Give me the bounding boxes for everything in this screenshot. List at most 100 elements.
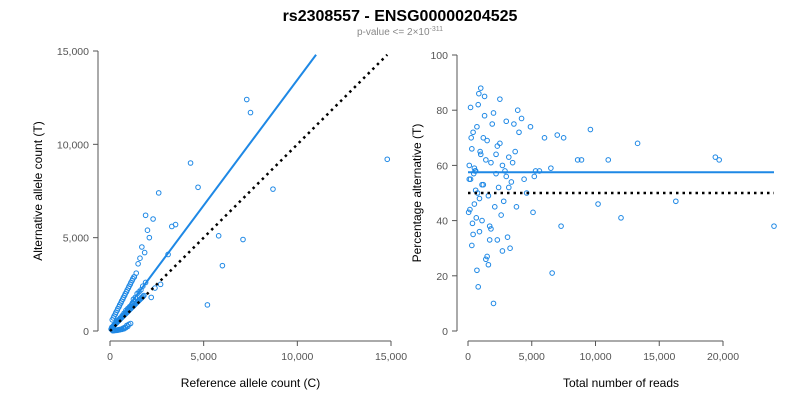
right-data-point [634, 140, 641, 147]
right-data-point [491, 204, 498, 210]
right-data-point [479, 217, 485, 224]
right-data-point [483, 157, 489, 163]
right-data-point [549, 270, 555, 276]
right-data-point [506, 154, 512, 160]
right-data-point [507, 245, 513, 251]
right-data-point [509, 159, 516, 166]
left-data-point [243, 96, 250, 103]
right-data-point [521, 176, 527, 182]
right-data-point [673, 198, 679, 205]
right-data-point [477, 148, 483, 155]
right-data-point [465, 209, 472, 216]
right-data-point [477, 151, 484, 158]
left-data-point [137, 255, 143, 262]
right-data-point [548, 165, 554, 171]
left-x-tick-label: 5,000 [191, 351, 217, 363]
right-data-point [531, 173, 538, 180]
right-data-point [514, 107, 521, 113]
left-data-point [204, 302, 211, 308]
right-data-point [466, 176, 473, 182]
left-data-point [146, 234, 153, 241]
right-y-tick-label: 40 [436, 216, 448, 228]
right-data-point [471, 165, 478, 171]
right-data-point [512, 148, 518, 155]
left-x-tick-label: 0 [107, 351, 113, 363]
left-x-tick-label: 10,000 [281, 351, 313, 363]
right-data-point [530, 209, 536, 216]
right-data-point [476, 228, 483, 235]
right-data-point [506, 184, 512, 191]
right-data-point [485, 261, 492, 268]
left-data-point [270, 186, 276, 192]
right-data-point [467, 206, 473, 213]
right-data-point [554, 132, 561, 138]
right-data-point [486, 237, 493, 243]
left-data-point [150, 216, 156, 222]
right-data-point [558, 223, 564, 229]
right-data-point [587, 126, 594, 133]
right-x-axis-label: Total number of reads [563, 376, 679, 390]
left-data-point [113, 327, 120, 334]
left-y-tick-label: 15,000 [57, 46, 89, 58]
right-data-point [494, 237, 501, 243]
right-data-point [499, 162, 506, 169]
right-data-point [469, 242, 475, 249]
left-data-point [148, 294, 155, 301]
right-data-point [481, 112, 488, 119]
left-data-point [240, 236, 246, 243]
right-data-point [716, 157, 722, 163]
right-data-point [771, 223, 777, 229]
right-data-point [469, 146, 475, 152]
left-y-axis-label: Alternative allele count (T) [31, 121, 45, 260]
right-data-point [504, 234, 511, 240]
left-reference-line [109, 53, 389, 332]
left-x-axis-label: Reference allele count (C) [181, 376, 320, 390]
left-data-point [141, 249, 148, 256]
left-data-point [131, 274, 137, 280]
right-data-point [479, 181, 485, 188]
left-data-point [155, 190, 162, 196]
right-scatter-panel: 0 5,000 10,000 15,000 20,000 0 20 40 60 80 100 Tota… [410, 50, 777, 390]
left-data-point [139, 244, 145, 250]
right-data-point [578, 157, 585, 163]
right-data-point [560, 135, 567, 141]
subtitle-exponent: -311 [430, 26, 444, 33]
left-data-point [195, 184, 201, 191]
right-data-point [488, 159, 494, 166]
right-y-axis-label: Percentage alternative (T) [410, 124, 424, 263]
right-data-point [498, 212, 504, 218]
left-fit-line [109, 54, 317, 332]
right-data-point [490, 110, 497, 116]
subtitle-prefix: p-value <= 2×10 [357, 27, 430, 38]
left-data-point [169, 223, 175, 230]
right-data-point [489, 121, 496, 127]
right-data-point [483, 256, 489, 263]
right-x-tick-label: 20,000 [707, 351, 739, 363]
right-data-point [480, 135, 487, 141]
right-data-point [476, 90, 482, 97]
right-data-point [474, 267, 480, 274]
right-data-point [503, 173, 510, 180]
right-data-point [486, 223, 493, 229]
right-data-point [513, 204, 520, 210]
right-data-point [508, 179, 515, 185]
left-data-point [135, 261, 141, 267]
left-data-point [219, 262, 226, 269]
right-data-point [488, 226, 494, 232]
right-data-point [474, 123, 480, 130]
right-data-point [476, 195, 483, 202]
right-data-point [470, 129, 476, 136]
right-y-tick-label: 60 [436, 160, 448, 172]
right-x-tick-label: 10,000 [579, 351, 611, 363]
right-data-point [574, 157, 581, 163]
chart-title: rs2308557 - ENSG00000204525 [283, 8, 518, 25]
right-data-point [541, 135, 548, 141]
right-data-point [618, 215, 624, 221]
left-data-point [157, 281, 164, 288]
right-data-point [493, 151, 499, 158]
right-data-point [477, 85, 484, 91]
right-data-point [473, 215, 480, 221]
left-y-tick-label: 10,000 [57, 139, 89, 151]
left-data-point [215, 233, 222, 239]
